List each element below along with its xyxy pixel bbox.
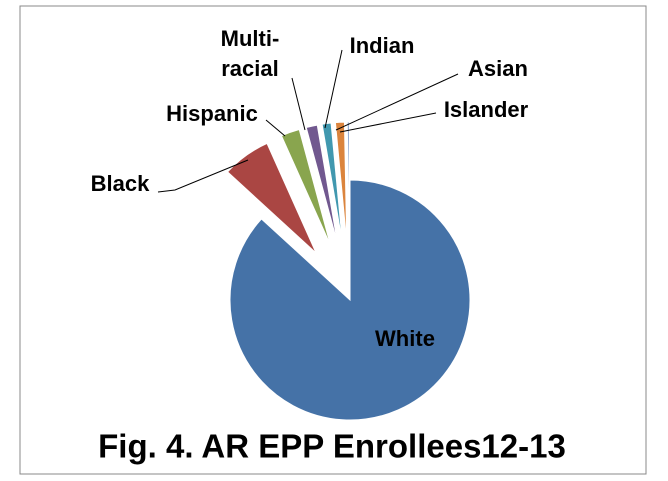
leader-line: [335, 73, 459, 131]
slice-label: Indian: [350, 33, 415, 58]
leader-line: [339, 112, 437, 133]
slice-label: Islander: [444, 97, 529, 122]
pie-slice: [229, 179, 471, 421]
slice-label: Asian: [468, 56, 528, 81]
pie-slice: [334, 121, 348, 243]
leader-line: [324, 49, 343, 129]
pie-slice: [321, 122, 343, 243]
slice-label: Multi-racial: [220, 26, 280, 81]
slice-label: Black: [91, 171, 150, 196]
slice-label-text: Multi-racial: [220, 26, 280, 81]
slice-label: Hispanic: [166, 101, 258, 126]
pie-slice: [346, 121, 350, 243]
slice-label: White: [375, 326, 435, 351]
leader-line: [291, 77, 306, 131]
pie-slice: [280, 128, 332, 246]
pie-slice: [226, 142, 317, 254]
leader-line: [157, 159, 249, 193]
pie-slice: [305, 124, 339, 244]
chart-title: Fig. 4. AR EPP Enrollees12-13: [98, 428, 566, 465]
leader-line: [265, 119, 286, 137]
